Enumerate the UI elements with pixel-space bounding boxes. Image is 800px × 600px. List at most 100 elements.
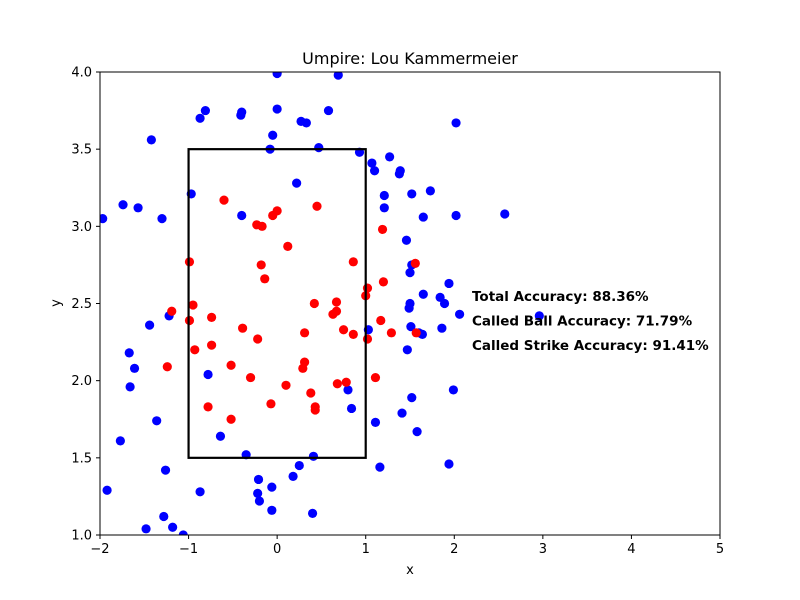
y-tick-label: 4.0 xyxy=(71,66,92,81)
x-tick-label: 3 xyxy=(539,542,547,557)
pitch-point xyxy=(236,110,246,120)
pitch-point xyxy=(310,405,320,415)
pitch-point xyxy=(407,393,417,403)
x-tick-label: 4 xyxy=(627,542,635,557)
pitch-point xyxy=(268,210,278,221)
pitch-point xyxy=(237,210,247,221)
pitch-point xyxy=(407,189,417,199)
pitch-point xyxy=(162,362,172,372)
pitch-point xyxy=(160,465,171,475)
pitch-point xyxy=(362,283,373,293)
pitch-point xyxy=(309,298,319,309)
pitch-point xyxy=(272,104,282,114)
pitch-point xyxy=(257,221,267,231)
pitch-point xyxy=(376,315,386,326)
pitch-point xyxy=(256,260,266,270)
pitch-point xyxy=(386,328,396,338)
x-axis-ticks: −2 −1 0 1 2 3 4 5 xyxy=(90,535,724,557)
pitch-point xyxy=(439,298,450,309)
pitch-point xyxy=(267,482,277,492)
pitch-point xyxy=(401,235,412,245)
pitch-point xyxy=(306,388,316,398)
pitch-point xyxy=(203,402,213,412)
x-tick-label: 5 xyxy=(716,542,724,557)
pitch-point xyxy=(332,379,342,389)
pitch-point xyxy=(406,322,416,332)
pitch-point xyxy=(195,113,205,123)
pitch-point xyxy=(272,72,282,79)
y-axis-ticks: 1.0 1.5 2.0 2.5 3.0 3.5 4.0 xyxy=(71,66,100,544)
pitch-point xyxy=(294,460,304,471)
pitch-point xyxy=(348,257,358,267)
pitch-point xyxy=(418,289,428,299)
pitch-point xyxy=(168,522,178,532)
pitch-point xyxy=(370,372,381,383)
pitch-point xyxy=(115,436,125,446)
pitch-point xyxy=(418,212,428,222)
y-tick-label: 2.5 xyxy=(71,297,92,312)
pitch-point xyxy=(288,471,298,481)
pitch-point xyxy=(300,328,310,338)
pitch-point xyxy=(378,277,389,287)
pitch-point xyxy=(370,417,381,427)
pitch-point xyxy=(102,485,112,495)
pitch-point xyxy=(402,345,412,355)
pitch-point xyxy=(301,118,311,128)
accuracy-annotations: Total Accuracy: 88.36% Called Ball Accura… xyxy=(472,289,709,354)
pitch-point xyxy=(178,530,188,535)
pitch-point xyxy=(283,241,293,251)
pitch-point xyxy=(534,311,544,321)
pitch-point xyxy=(167,306,177,316)
pitch-point xyxy=(238,323,248,333)
y-tick-label: 3.0 xyxy=(71,220,92,235)
accuracy-annotation: Called Ball Accuracy: 71.79% xyxy=(472,313,693,329)
pitch-point xyxy=(323,105,334,116)
pitch-point xyxy=(226,414,236,424)
pitch-point xyxy=(362,334,373,344)
pitch-point xyxy=(410,258,420,268)
pitch-point xyxy=(253,488,263,498)
pitch-point xyxy=(412,427,422,437)
strike-zone-rect xyxy=(187,148,367,459)
pitch-point xyxy=(346,403,357,414)
y-axis-label: y xyxy=(49,299,64,307)
pitch-point xyxy=(348,329,358,339)
pitch-point xyxy=(379,203,389,213)
pitch-point xyxy=(226,360,236,370)
pitch-point xyxy=(455,309,465,319)
pitch-point xyxy=(207,312,217,322)
pitch-point xyxy=(385,152,395,162)
pitch-point xyxy=(411,328,421,338)
pitch-point xyxy=(188,300,198,310)
pitch-point xyxy=(308,451,319,461)
pitch-point xyxy=(338,325,349,335)
pitch-point xyxy=(292,178,302,188)
pitch-point xyxy=(100,214,108,224)
pitch-point xyxy=(281,380,291,390)
y-tick-label: 1.0 xyxy=(71,529,92,544)
pitch-point xyxy=(267,505,277,515)
pitch-point xyxy=(129,363,140,373)
accuracy-annotation: Total Accuracy: 88.36% xyxy=(472,289,649,305)
chart-title: Umpire: Lou Kammermeier xyxy=(302,49,518,68)
pitch-point xyxy=(203,369,213,380)
pitch-point xyxy=(159,511,169,522)
pitch-point xyxy=(190,345,200,355)
pitch-point xyxy=(125,382,135,392)
pitch-point xyxy=(379,190,389,201)
pitch-point xyxy=(145,320,155,330)
pitch-point xyxy=(331,297,342,307)
y-tick-label: 3.5 xyxy=(71,143,92,158)
pitch-point xyxy=(397,408,407,418)
x-tick-label: 2 xyxy=(450,542,458,557)
pitch-point xyxy=(253,334,263,344)
pitch-point xyxy=(157,214,167,224)
pitch-point xyxy=(260,274,270,284)
pitch-point xyxy=(219,195,229,205)
pitch-point xyxy=(314,143,324,153)
pitch-point xyxy=(375,462,385,472)
pitch-point xyxy=(215,431,226,441)
pitch-point xyxy=(394,169,404,179)
